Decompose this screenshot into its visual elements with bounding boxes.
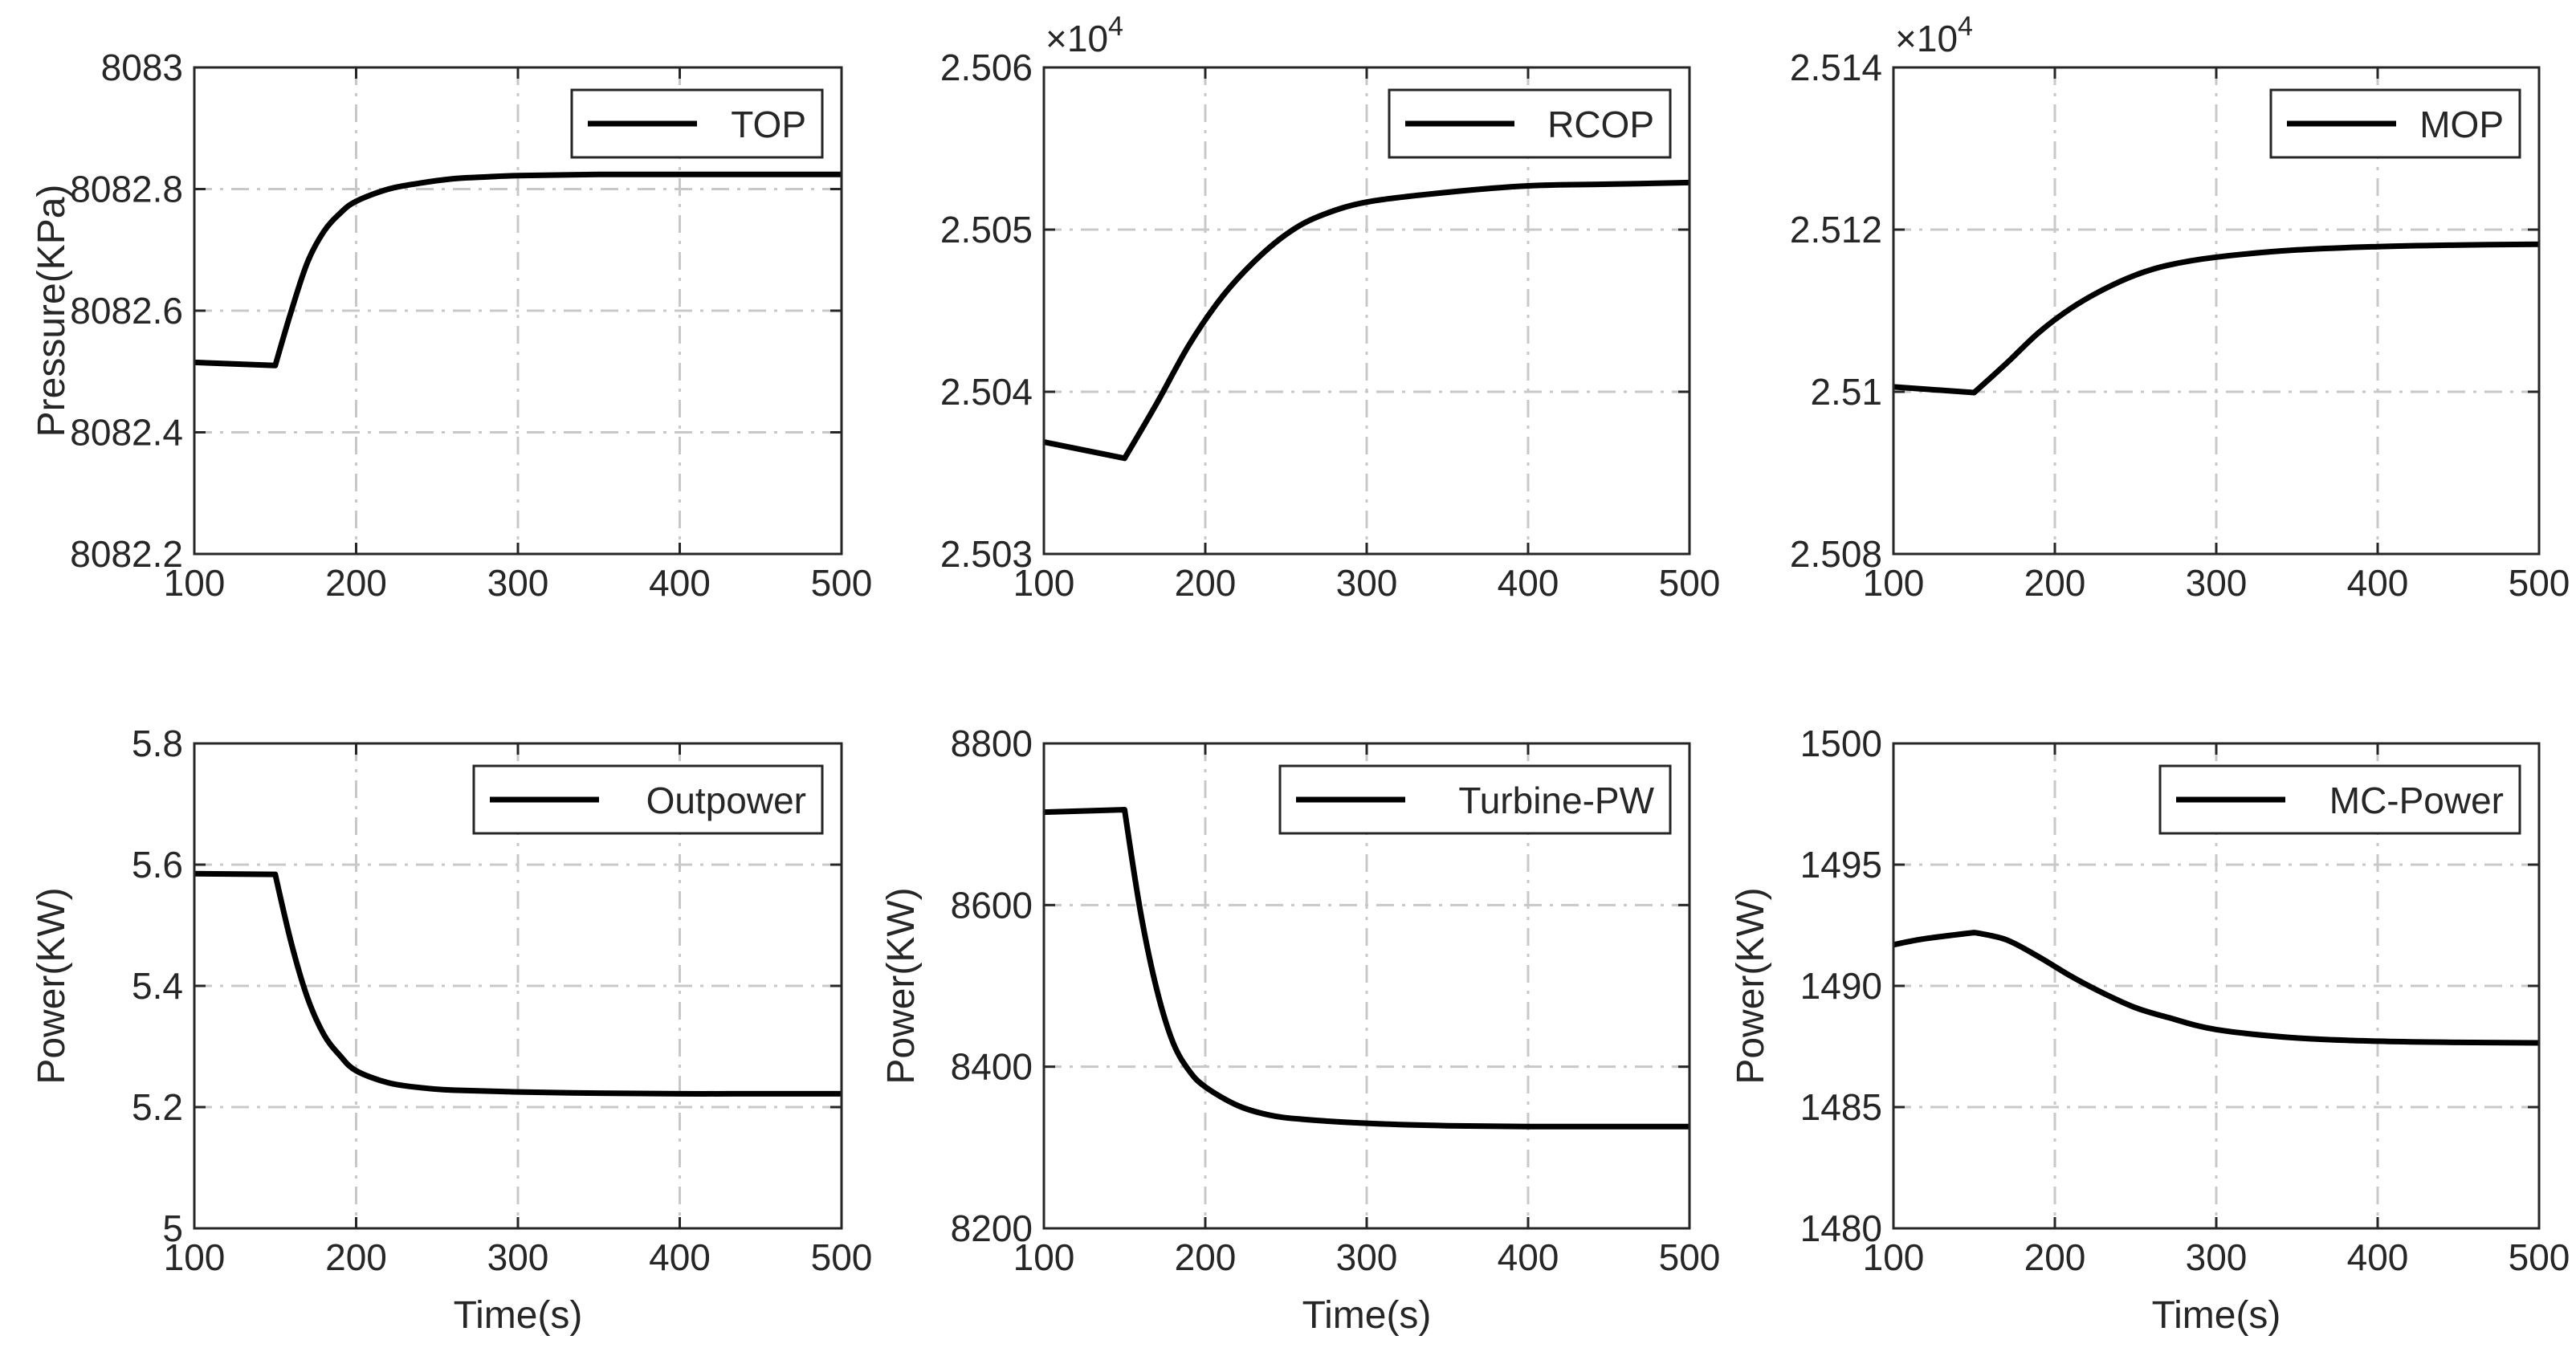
x-tick-label: 100	[164, 1236, 226, 1278]
series-line-Outpower	[194, 870, 842, 1097]
x-tick-label: 200	[1175, 562, 1237, 604]
legend-label: Outpower	[646, 780, 806, 821]
y-tick-label: 1490	[1800, 965, 1882, 1007]
y-tick-label: 8600	[951, 884, 1033, 926]
y-tick-label: 8082.4	[70, 412, 183, 454]
x-tick-label: 300	[1336, 562, 1398, 604]
y-tick-label: 8082.8	[70, 169, 183, 210]
y-tick-label: 8200	[951, 1207, 1033, 1249]
legend: Turbine-PW	[1278, 764, 1672, 835]
x-axis-label: Time(s)	[1302, 1294, 1432, 1337]
y-tick-label: 2.514	[1790, 47, 1882, 88]
x-tick-label: 400	[649, 1236, 711, 1278]
x-tick-label: 200	[325, 562, 387, 604]
x-tick-label: 500	[1659, 562, 1721, 604]
chart-turbine: Turbine-PW 100 200 300 400 500 8200 8400 8600 880…	[880, 723, 1720, 1337]
x-tick-label: 500	[811, 1236, 873, 1278]
x-tick-label: 500	[811, 562, 873, 604]
x-tick-label: 400	[1498, 1236, 1559, 1278]
chart-outpower: Outpower 100 200 300 400 500 5 5.2 5.4 5.6 5.8 Time…	[31, 723, 872, 1337]
y-exponent-label: ×104	[1895, 11, 1973, 59]
y-tick-label: 8800	[951, 723, 1033, 764]
x-tick-label: 100	[1863, 1236, 1925, 1278]
chart-rcop: RCOP 100 200 300 400 500 2.503 2.504 2.505 2.506 ×…	[940, 11, 1721, 604]
y-tick-label: 8400	[951, 1046, 1033, 1088]
y-tick-label: 2.512	[1790, 209, 1882, 250]
exponent-power: 4	[1958, 11, 1973, 42]
legend: RCOP	[1388, 88, 1672, 159]
legend: TOP	[570, 88, 824, 159]
y-tick-label: 5	[162, 1207, 183, 1249]
x-tick-label: 100	[164, 562, 226, 604]
y-axis-label: Power(KW)	[1730, 887, 1772, 1084]
x-tick-label: 200	[325, 1236, 387, 1278]
exponent-power: 4	[1108, 11, 1123, 42]
series-line-TOP	[194, 171, 842, 369]
legend-label: RCOP	[1547, 104, 1654, 145]
y-axis-label: Power(KW)	[880, 887, 923, 1084]
y-tick-label: 2.508	[1790, 533, 1882, 575]
y-tick-label: 2.504	[940, 371, 1033, 413]
x-tick-label: 400	[649, 562, 711, 604]
x-tick-label: 200	[2024, 562, 2086, 604]
x-tick-label: 400	[1498, 562, 1559, 604]
chart-mop: MOP 100 200 300 400 500 2.508 2.51 2.512 2.514 ×10…	[1790, 11, 2570, 604]
y-tick-label: 1485	[1800, 1086, 1882, 1128]
x-tick-label: 500	[1659, 1236, 1721, 1278]
y-tick-label: 2.503	[940, 533, 1033, 575]
y-tick-label: 5.6	[132, 844, 183, 886]
x-tick-label: 300	[2186, 562, 2248, 604]
y-tick-label: 2.505	[940, 209, 1033, 250]
x-tick-label: 100	[1013, 1236, 1075, 1278]
x-tick-label: 400	[2347, 562, 2409, 604]
legend-label: MOP	[2419, 104, 2504, 145]
y-tick-label: 8082.2	[70, 533, 183, 575]
x-tick-label: 100	[1013, 562, 1075, 604]
x-tick-label: 300	[487, 1236, 549, 1278]
y-tick-label: 1495	[1800, 844, 1882, 886]
y-tick-label: 5.8	[132, 723, 183, 764]
y-tick-label: 1500	[1800, 723, 1882, 764]
series-line-MOP	[1893, 241, 2540, 396]
x-tick-label: 300	[1336, 1236, 1398, 1278]
exponent-base: ×10	[1895, 18, 1958, 59]
legend: MC-Power	[2158, 764, 2521, 835]
x-tick-label: 100	[1863, 562, 1925, 604]
x-tick-label: 200	[1175, 1236, 1237, 1278]
x-tick-label: 200	[2024, 1236, 2086, 1278]
x-tick-label: 500	[2509, 562, 2570, 604]
y-tick-label: 5.2	[132, 1086, 183, 1128]
x-tick-label: 300	[487, 562, 549, 604]
legend: Outpower	[472, 764, 824, 835]
y-axis-label: Power(KW)	[31, 887, 73, 1084]
series-line-Turbine-PW	[1043, 807, 1689, 1130]
x-tick-label: 500	[2509, 1236, 2570, 1278]
legend-label: MC-Power	[2329, 780, 2504, 821]
y-tick-label: 2.506	[940, 47, 1033, 88]
chart-top: TOP 100 200 300 400 500 8082.2 8082.4 8082.6 8082…	[31, 47, 872, 604]
x-tick-label: 400	[2347, 1236, 2409, 1278]
y-tick-label: 2.51	[1810, 371, 1882, 413]
x-axis-label: Time(s)	[454, 1294, 583, 1337]
legend: MOP	[2269, 88, 2521, 159]
chart-mcpower: MC-Power 100 200 300 400 500 1480 1485 1490 1495 1…	[1730, 723, 2570, 1337]
y-exponent-label: ×104	[1045, 11, 1123, 59]
y-axis-label: Pressure(KPa)	[31, 185, 73, 438]
legend-label: TOP	[731, 104, 806, 145]
series-line-RCOP	[1043, 179, 1690, 462]
x-tick-label: 300	[2186, 1236, 2248, 1278]
y-tick-label: 8083	[101, 47, 183, 88]
series-line-MC-Power	[1893, 930, 2540, 1046]
legend-label: Turbine-PW	[1458, 780, 1654, 821]
y-tick-label: 8082.6	[70, 290, 183, 332]
x-axis-label: Time(s)	[2152, 1294, 2281, 1337]
y-tick-label: 5.4	[132, 965, 183, 1007]
y-tick-label: 1480	[1800, 1207, 1882, 1249]
exponent-base: ×10	[1045, 18, 1108, 59]
